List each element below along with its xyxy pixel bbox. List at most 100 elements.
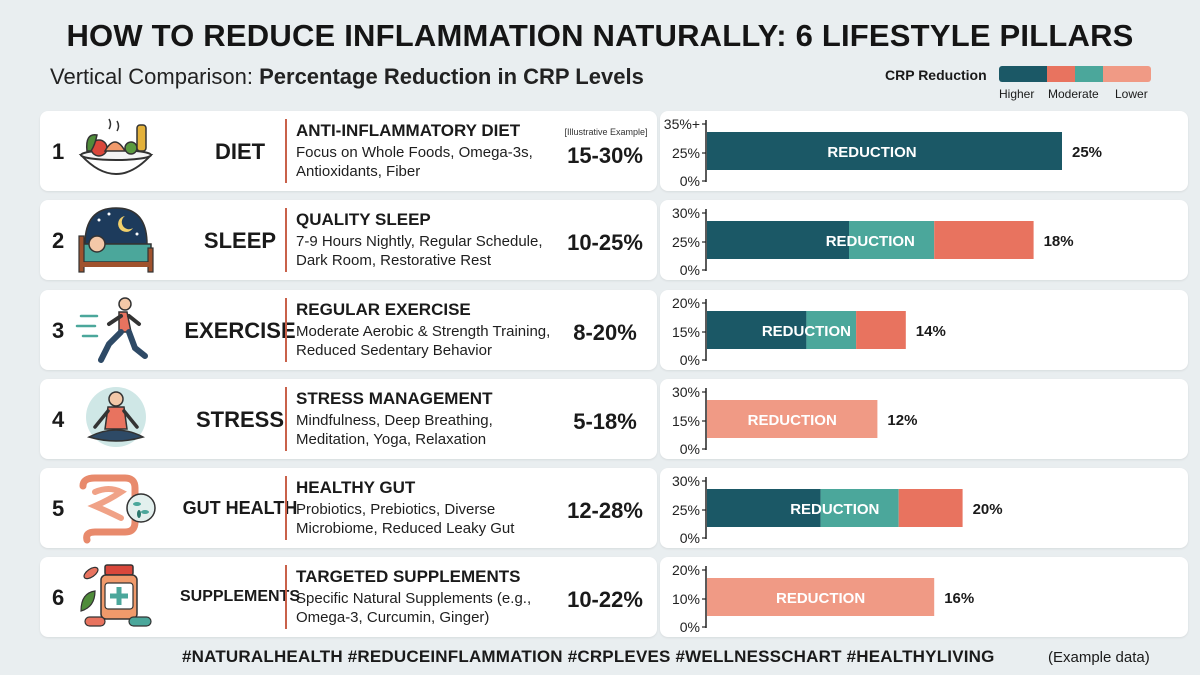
food-bowl-icon [78, 118, 154, 175]
bar-inner-label: REDUCTION [826, 233, 915, 250]
pillar-desc-line1: Focus on Whole Foods, Omega-3s, [296, 144, 533, 161]
pillar-desc-line2: Microbiome, Reduced Leaky Gut [296, 520, 515, 537]
pillar-row-exercise: 3 EXERCISE REGULAR EXERCISE Moderate Aer… [40, 290, 657, 370]
pillar-description: Probiotics, Prebiotics, Diverse Microbiom… [296, 500, 571, 538]
bar-inner-label: REDUCTION [748, 412, 837, 429]
legend-label-higher: Higher [999, 87, 1035, 101]
pillar-number: 2 [52, 228, 65, 253]
row-divider [285, 565, 287, 629]
bar-segment-lowest [707, 578, 935, 616]
pillar-heading: STRESS MANAGEMENT [296, 389, 493, 408]
pillar-description: 7-9 Hours Nightly, Regular Schedule, Dark… [296, 232, 571, 270]
bar-value-label: 16% [944, 590, 974, 607]
pillar-number: 3 [52, 318, 65, 343]
pillar-heading: TARGETED SUPPLEMENTS [296, 567, 521, 586]
row-divider [285, 119, 287, 183]
bar-segment-lower [898, 489, 963, 527]
bar-segment-lowest [707, 400, 878, 438]
y-axis-tick-label: 25% [672, 502, 700, 518]
bar-segment-higher [707, 221, 849, 259]
hashtags: #NATURALHEALTH #REDUCEINFLAMMATION #CRPL… [182, 647, 995, 666]
legend-label-lower: Lower [1115, 87, 1148, 101]
bar-value-label: 12% [887, 412, 917, 429]
pillar-desc-line2: Antioxidants, Fiber [296, 163, 421, 180]
legend-color-bar [999, 66, 1151, 82]
pillar-description: Mindfulness, Deep Breathing, Meditation, … [296, 411, 571, 449]
y-axis-tick-label: 10% [672, 591, 700, 607]
subtitle-bold: Percentage Reduction in CRP Levels [259, 64, 644, 89]
legend: CRP Reduction Higher Moderate Lower [885, 66, 1155, 106]
y-axis-tick-label: 30% [672, 384, 700, 400]
pillar-description: Moderate Aerobic & Strength Training, Red… [296, 322, 571, 360]
bar-value-label: 25% [1072, 144, 1102, 161]
intestine-icon [79, 474, 156, 544]
runner-icon [75, 297, 148, 363]
y-axis-tick-label: 15% [672, 324, 700, 340]
bar-value-label: 20% [973, 501, 1003, 518]
pillar-description: Focus on Whole Foods, Omega-3s, Antioxida… [296, 143, 571, 181]
pillar-name: EXERCISE [184, 318, 296, 343]
pillar-number: 4 [52, 407, 65, 432]
pillar-number: 6 [52, 585, 65, 610]
pillar-name: GUT HEALTH [182, 498, 298, 518]
pillar-heading: HEALTHY GUT [296, 478, 416, 497]
reduction-range: 12-28% [567, 498, 643, 523]
bar-segment-moderate [849, 221, 935, 259]
pillar-heading: REGULAR EXERCISE [296, 300, 471, 319]
example-data-note: (Example data) [1048, 649, 1150, 666]
supplement-bottle-icon [80, 564, 152, 627]
row-divider [285, 208, 287, 272]
reduction-range: 8-20% [573, 320, 637, 345]
legend-swatch-moderate [1047, 66, 1075, 82]
y-axis-tick-label: 15% [672, 413, 700, 429]
pillar-heading: ANTI-INFLAMMATORY DIET [296, 121, 521, 140]
bar-segment-higher [707, 489, 821, 527]
subtitle: Vertical Comparison: Percentage Reductio… [50, 64, 644, 90]
pillar-desc-line1: Specific Natural Supplements (e.g., [296, 590, 532, 607]
pillar-desc-line1: Moderate Aerobic & Strength Training, [296, 323, 551, 340]
reduction-range: 15-30% [567, 143, 643, 168]
bar-segment-higher [707, 311, 807, 349]
bar-segment-lower [934, 221, 1034, 259]
pillar-heading: QUALITY SLEEP [296, 210, 431, 229]
bar-inner-label: REDUCTION [790, 501, 879, 518]
pillar-number: 5 [52, 496, 65, 521]
pillar-name: SUPPLEMENTS [179, 588, 300, 605]
y-axis-tick-label: 30% [672, 473, 700, 489]
pillar-row-gut-health: 5 GUT HEALTH HEALTHY GUT Probiotics, Pre… [40, 468, 657, 548]
bar-value-label: 18% [1044, 233, 1074, 250]
subtitle-prefix: Vertical Comparison: [50, 64, 260, 89]
y-axis-tick-label: 25% [672, 145, 700, 161]
legend-swatch-moderate-2 [1075, 66, 1103, 82]
sleeping-person-icon [78, 207, 154, 273]
legend-swatch-higher [999, 66, 1047, 82]
legend-swatch-lower [1103, 66, 1151, 82]
row-divider [285, 387, 287, 451]
bar-inner-label: REDUCTION [776, 590, 865, 607]
pillar-desc-line2: Omega-3, Curcumin, Ginger) [296, 609, 490, 626]
illustrative-note: [Illustrative Example] [564, 127, 648, 137]
crp-reduction-bar-chart: 35%+ 25% 0% REDUCTION 25% 30% 25% 0% REDUCTION 18… [664, 116, 1102, 635]
pillar-row-sleep: 2 SLEEP QUALITY SLEEP 7-9 Hours Nightly,… [40, 200, 657, 280]
pillar-row-supplements: 6 SUPPLEMENTS TARGETED SUPPLEMENTS Speci… [40, 557, 657, 637]
bar-segment-moderate [806, 311, 857, 349]
reduction-range: 10-22% [567, 587, 643, 612]
bar-inner-label: REDUCTION [827, 144, 916, 161]
reduction-range: 10-25% [567, 230, 643, 255]
pillar-row-diet: 1 DIET ANTI-INFLAMMATORY DIET Focus on W… [40, 111, 657, 191]
y-axis-tick-label: 0% [680, 262, 700, 278]
y-axis-tick-label: 20% [672, 295, 700, 311]
row-divider [285, 476, 287, 540]
pillar-desc-line2: Meditation, Yoga, Relaxation [296, 431, 487, 448]
pillar-desc-line1: Mindfulness, Deep Breathing, [296, 412, 493, 429]
pillar-desc-line2: Dark Room, Restorative Rest [296, 252, 492, 269]
bar-segment-higher [707, 132, 1062, 170]
reduction-range: 5-18% [573, 409, 637, 434]
bar-value-label: 14% [916, 323, 946, 340]
y-axis-tick-label: 0% [680, 352, 700, 368]
legend-labels: Higher Moderate Lower [999, 87, 1151, 103]
pillar-desc-line1: 7-9 Hours Nightly, Regular Schedule, [296, 233, 543, 250]
y-axis-tick-label: 30% [672, 205, 700, 221]
y-axis-tick-label: 0% [680, 530, 700, 546]
bar-segment-lower [856, 311, 906, 349]
